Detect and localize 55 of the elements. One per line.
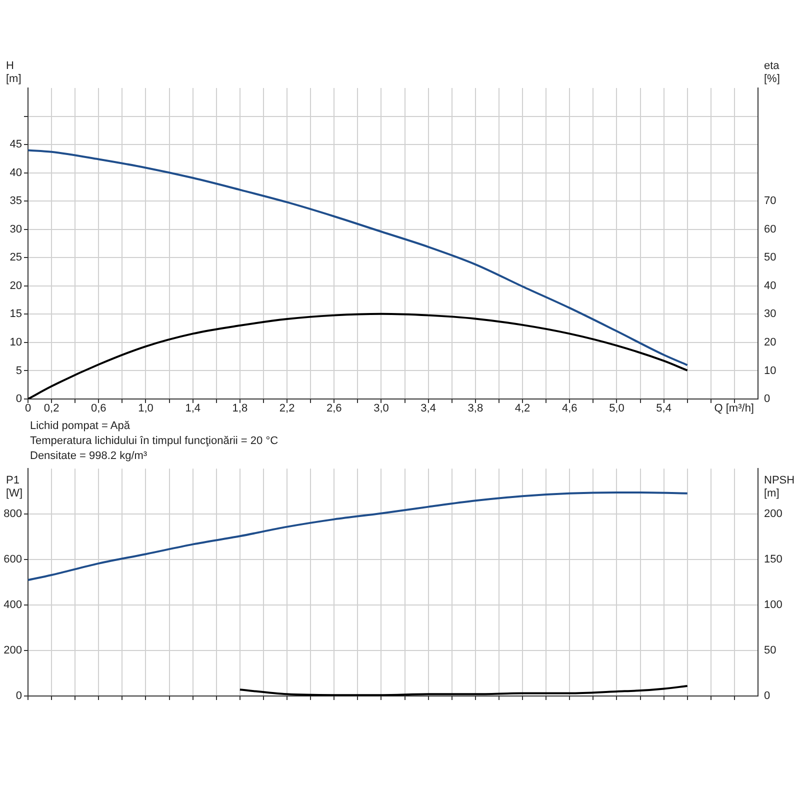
y2-tick-label: 70 <box>764 195 776 208</box>
y2-tick-label: 20 <box>764 336 776 348</box>
text: Densitate = 998.2 kg/m³ <box>30 449 148 464</box>
x-tick-label: 1,0 <box>138 402 154 415</box>
x-tick-label: 4,2 <box>514 402 530 415</box>
x-tick-label: 2,2 <box>279 402 295 415</box>
y-tick-label: 400 <box>4 599 22 612</box>
y-tick-label: 25 <box>10 252 22 264</box>
y2-tick-label: 100 <box>764 599 782 612</box>
x-tick-label: 4,6 <box>562 402 578 415</box>
y-tick-label: 15 <box>10 308 22 320</box>
y2-tick-label: 50 <box>764 644 776 657</box>
y2-tick-label: 200 <box>764 508 782 520</box>
x-tick-label: 1,8 <box>232 402 248 415</box>
y2-tick-label: 150 <box>764 554 782 566</box>
x-tick-label: 0,6 <box>90 402 106 415</box>
y2-tick-label: 0 <box>764 393 770 406</box>
line-series <box>28 149 688 366</box>
y2-tick-label: 60 <box>764 223 776 236</box>
y2-tick-label: 40 <box>764 280 776 292</box>
y2-axis-title: eta [%] <box>764 60 780 85</box>
y-tick-label: 200 <box>4 644 22 657</box>
x-tick-label: 2,6 <box>326 402 342 415</box>
y-tick-label: 5 <box>16 364 22 377</box>
x-tick-label: 0 <box>24 402 32 415</box>
y2-tick-label: 10 <box>764 364 776 377</box>
y2-tick-label: 50 <box>764 252 776 264</box>
line-series <box>238 684 688 696</box>
y2-tick-label: 30 <box>764 308 776 320</box>
line-series <box>28 312 688 399</box>
x-axis-title: Q [m³/h] <box>714 402 754 415</box>
x-tick-label: 0,2 <box>44 402 60 415</box>
x-tick-label: 5,0 <box>609 402 624 415</box>
y-axis-title: P1 [W] <box>6 474 22 500</box>
x-tick-label: 5,4 <box>656 402 672 415</box>
y-axis-title: H [m] <box>6 60 22 85</box>
y-tick-label: 40 <box>10 166 22 179</box>
x-tick-label: 3,0 <box>374 402 389 415</box>
x-tick-label: 3,8 <box>468 402 484 415</box>
line-series <box>28 491 688 582</box>
y2-tick-label: 0 <box>764 690 770 702</box>
y-tick-label: 35 <box>10 195 22 208</box>
x-tick-label: 3,4 <box>420 402 436 415</box>
y-tick-label: 30 <box>10 223 22 236</box>
y-tick-label: 45 <box>10 138 22 151</box>
y-tick-label: 20 <box>10 280 22 292</box>
y-tick-label: 600 <box>4 554 22 566</box>
y-tick-label: 800 <box>4 508 22 520</box>
x-tick-label: 1,4 <box>185 402 200 415</box>
text: Temperatura lichidului în timpul funcţionării = 20 °C <box>30 434 278 449</box>
y2-axis-title: NPSH [m] <box>764 474 795 500</box>
y-tick-label: 10 <box>10 336 22 348</box>
y-tick-label: 0 <box>16 393 22 406</box>
y-tick-label: 0 <box>16 690 22 702</box>
text: Lichid pompat = Apă <box>30 419 131 434</box>
